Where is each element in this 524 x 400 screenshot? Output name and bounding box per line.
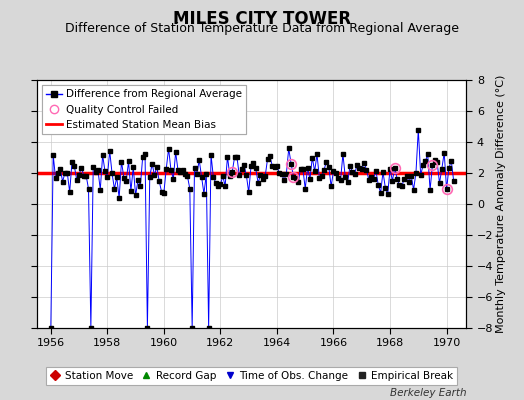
Text: Berkeley Earth: Berkeley Earth (390, 388, 466, 398)
Legend: Station Move, Record Gap, Time of Obs. Change, Empirical Break: Station Move, Record Gap, Time of Obs. C… (46, 367, 457, 385)
Legend: Difference from Regional Average, Quality Control Failed, Estimated Station Mean: Difference from Regional Average, Qualit… (42, 85, 246, 134)
Text: MILES CITY TOWER: MILES CITY TOWER (173, 10, 351, 28)
Text: Difference of Station Temperature Data from Regional Average: Difference of Station Temperature Data f… (65, 22, 459, 35)
Y-axis label: Monthly Temperature Anomaly Difference (°C): Monthly Temperature Anomaly Difference (… (496, 75, 506, 333)
